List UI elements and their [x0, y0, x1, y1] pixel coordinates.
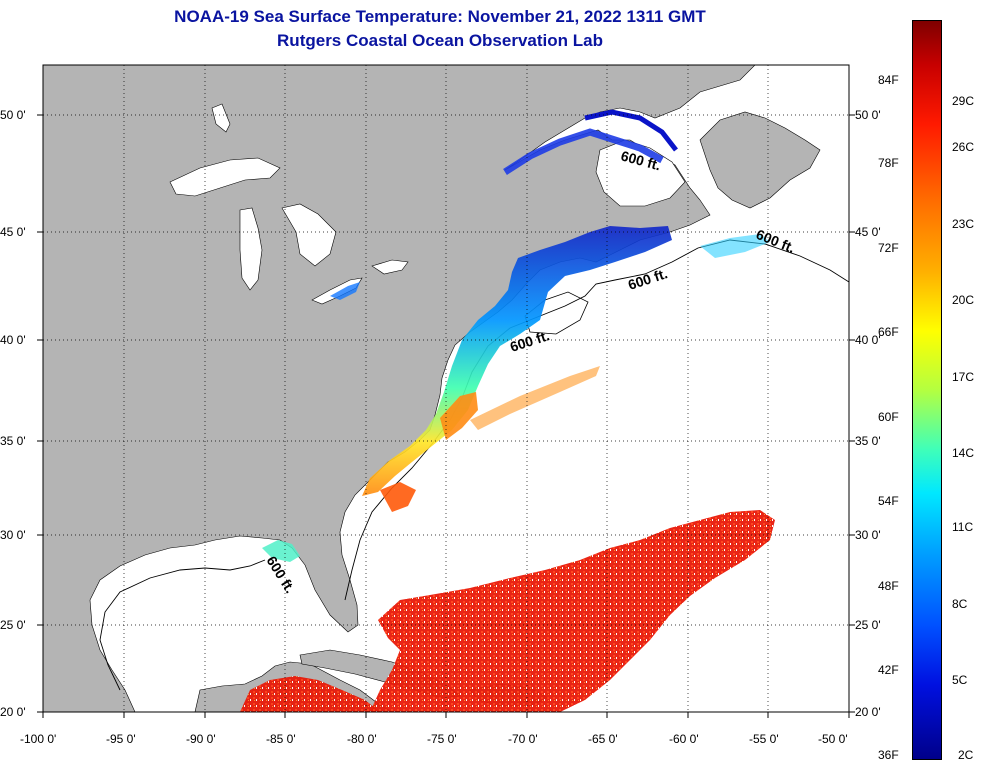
lat-label-20: 20 0' — [0, 705, 26, 719]
offshore-warm-patch — [380, 482, 416, 512]
axis-ticks — [37, 114, 855, 718]
caribbean-warm-sst — [240, 676, 380, 712]
lon-label-60: -60 0' — [669, 732, 699, 746]
temperature-colorbar — [912, 20, 942, 760]
lake-erie-sst — [330, 282, 360, 300]
georges-bank-contour — [524, 291, 589, 335]
lake-superior — [169, 157, 281, 197]
lon-label-90: -90 0' — [186, 732, 216, 746]
lake-ontario — [371, 259, 409, 275]
lat-label-40: 40 0' — [0, 333, 26, 347]
lat-label-40-right: 40 0' — [855, 333, 881, 347]
colorbar-c-20: 20C — [952, 293, 975, 307]
sargasso-warm-sst — [370, 510, 775, 712]
lat-label-50: 50 0' — [0, 108, 26, 122]
lat-label-30: 30 0' — [0, 528, 26, 542]
gulf-600ft-contour — [99, 559, 266, 691]
colorbar-f-84: 84F — [878, 73, 899, 87]
lon-label-95: -95 0' — [106, 732, 136, 746]
colorbar-c-2: 2C — [958, 748, 974, 762]
lon-label-70: -70 0' — [508, 732, 538, 746]
gulf-st-lawrence-sst — [503, 128, 664, 175]
lake-winnipeg — [211, 103, 231, 133]
carolina-warm-patch — [440, 392, 478, 440]
lat-label-45: 45 0' — [0, 225, 26, 239]
lat-label-25: 25 0' — [0, 618, 26, 632]
colorbar-f-60: 60F — [878, 410, 899, 424]
sable-cold-patch — [700, 234, 770, 258]
lat-label-50-right: 50 0' — [855, 108, 881, 122]
lon-label-85: -85 0' — [266, 732, 296, 746]
map-title: NOAA-19 Sea Surface Temperature: Novembe… — [174, 7, 706, 26]
lat-label-35-right: 35 0' — [855, 434, 881, 448]
lake-michigan — [239, 207, 263, 291]
newfoundland-land — [699, 111, 821, 209]
colorbar-c-26: 26C — [952, 140, 975, 154]
gulf-stream-patch — [470, 366, 600, 430]
colorbar-c-5: 5C — [952, 673, 968, 687]
lon-label-65: -65 0' — [588, 732, 618, 746]
colorbar-f-36: 36F — [878, 748, 899, 762]
colorbar-f-66: 66F — [878, 325, 899, 339]
lon-label-50: -50 0' — [818, 732, 848, 746]
colorbar-c-17: 17C — [952, 370, 975, 384]
lon-label-75: -75 0' — [427, 732, 457, 746]
colorbar-f-72: 72F — [878, 241, 899, 255]
lat-label-20-right: 20 0' — [855, 705, 881, 719]
labrador-coast-sst — [584, 109, 678, 152]
colorbar-f-78: 78F — [878, 156, 899, 170]
lat-label-30-right: 30 0' — [855, 528, 881, 542]
colorbar-f-54: 54F — [878, 494, 899, 508]
lon-label-100: -100 0' — [20, 732, 57, 746]
east-coast-shelf-sst — [362, 226, 672, 496]
colorbar-c-8: 8C — [952, 597, 968, 611]
lat-label-25-right: 25 0' — [855, 618, 881, 632]
colorbar-c-11: 11C — [952, 520, 974, 534]
florida-coast-sst — [262, 540, 300, 562]
lat-label-45-right: 45 0' — [855, 225, 881, 239]
colorbar-c-23: 23C — [952, 217, 975, 231]
colorbar-f-48: 48F — [878, 579, 899, 593]
lon-label-55: -55 0' — [749, 732, 779, 746]
colorbar-c-29: 29C — [952, 94, 975, 108]
colorbar-c-14: 14C — [952, 446, 975, 460]
colorbar-f-42: 42F — [878, 663, 899, 677]
map-subtitle: Rutgers Coastal Ocean Observation Lab — [277, 31, 603, 50]
lat-label-35: 35 0' — [0, 434, 26, 448]
lon-label-80: -80 0' — [347, 732, 377, 746]
lake-huron — [281, 203, 337, 267]
